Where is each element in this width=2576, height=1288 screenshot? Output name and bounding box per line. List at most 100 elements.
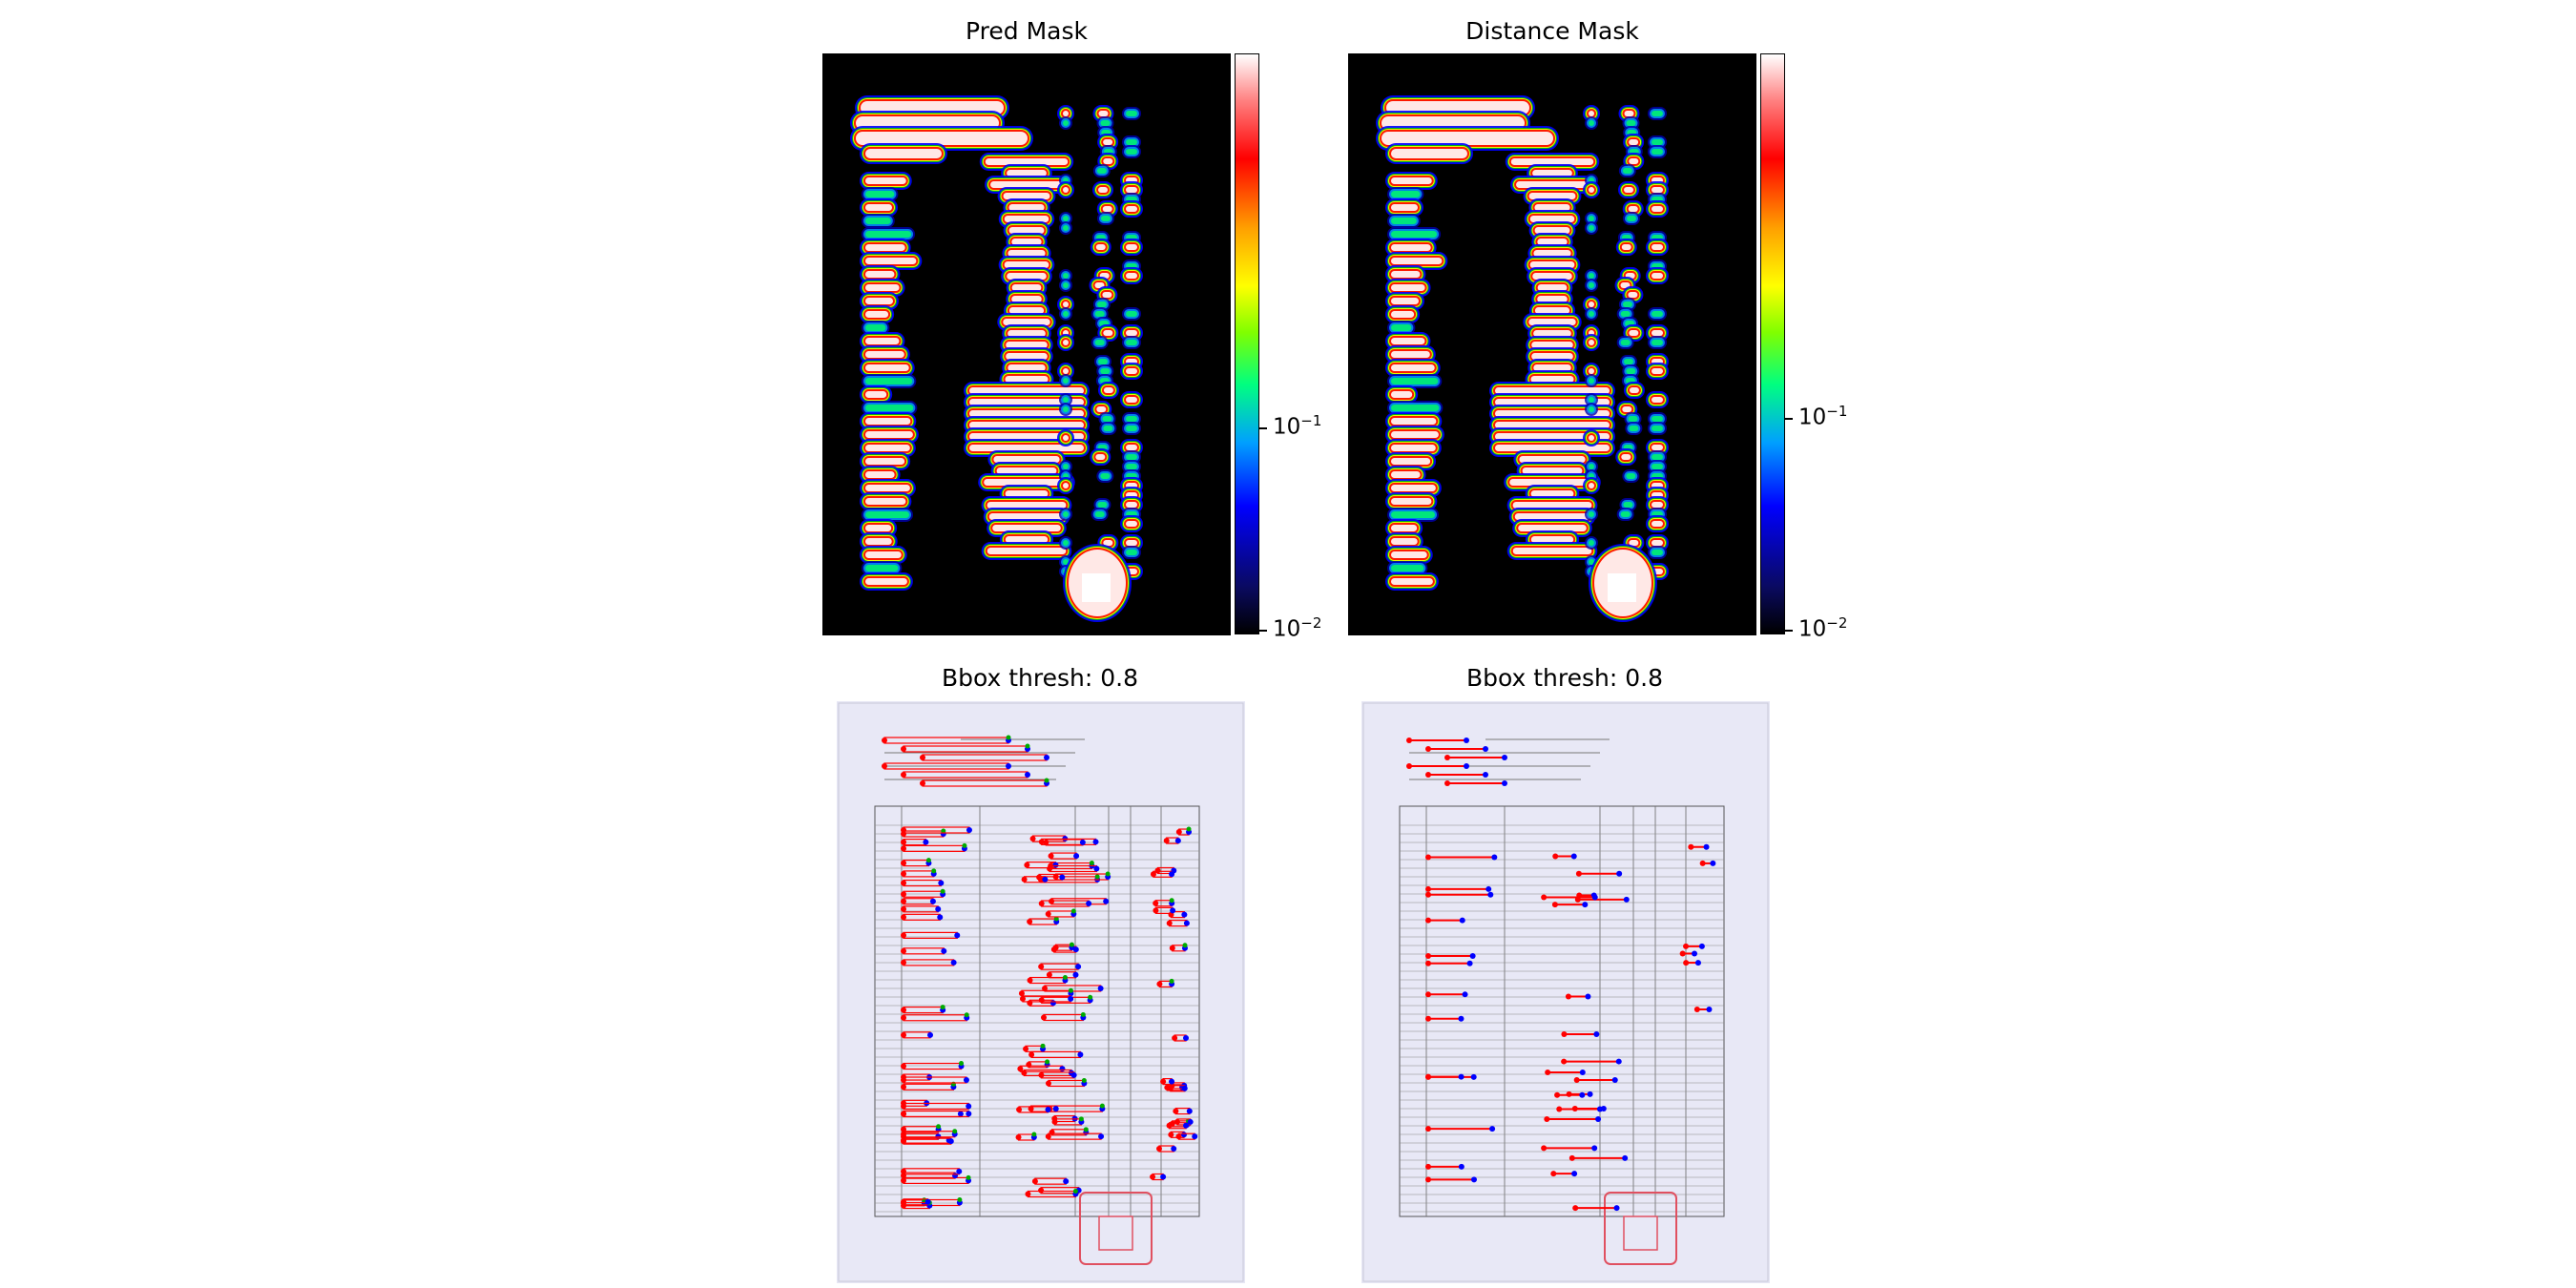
distance-colorbar-tick-label-1: 10−1 — [1798, 403, 1848, 430]
heat-blob — [865, 284, 900, 291]
heat-blob — [1063, 511, 1069, 517]
bbox-corner-red — [1043, 839, 1049, 845]
bbox-corner-blue — [1502, 780, 1507, 786]
bbox-corner-red — [901, 898, 906, 904]
bbox-corner-blue — [1458, 1073, 1465, 1080]
heat-blob — [1533, 364, 1571, 371]
heat-blob — [1011, 284, 1042, 291]
bbox-corner-green — [959, 1061, 965, 1067]
heat-blob — [1628, 206, 1638, 212]
heat-blob — [1589, 187, 1594, 193]
bbox-corner-red — [920, 755, 925, 760]
heat-blob — [1391, 391, 1413, 398]
bbox-corner-green — [1099, 1103, 1105, 1109]
bbox-corner-red — [901, 860, 906, 866]
bbox-corner-red — [1045, 1133, 1051, 1140]
bbox-corner-blue — [1587, 1091, 1593, 1097]
pred-mask-colorbar — [1235, 53, 1259, 634]
bbox-corner-blue — [1045, 1106, 1051, 1112]
heat-blob — [1098, 187, 1109, 193]
bbox-corner-blue — [1591, 1145, 1598, 1152]
bbox-corner-blue — [1585, 993, 1591, 1000]
bbox-corner-red — [1693, 1007, 1700, 1013]
heat-blob — [865, 391, 887, 398]
bbox-corner-blue — [1072, 971, 1079, 978]
heat-blob — [1626, 216, 1636, 221]
heat-blob — [1652, 550, 1663, 555]
bbox-corner-red — [1425, 1176, 1431, 1183]
bbox-corner-blue — [1491, 854, 1498, 861]
heat-blob — [1126, 311, 1137, 317]
bbox-corner-red — [1150, 1174, 1156, 1180]
bbox-corner-red — [1573, 1077, 1580, 1084]
bbox-corner-blue — [1462, 991, 1468, 998]
bbox-corner-red — [1156, 981, 1163, 987]
bbox-corner-green — [1006, 735, 1011, 740]
heat-blob — [1391, 378, 1439, 384]
bbox-corner-blue — [1591, 894, 1598, 901]
bbox-corner-red — [1025, 1191, 1031, 1197]
heat-blob — [1126, 149, 1137, 155]
heat-blob — [1533, 250, 1571, 257]
heat-blob — [1008, 364, 1046, 371]
heat-blob — [1589, 273, 1594, 279]
bbox-corner-blue — [1596, 1106, 1603, 1112]
bbox-corner-blue — [1181, 911, 1188, 918]
bbox-corner-red — [1561, 1031, 1568, 1038]
heat-blob — [865, 498, 906, 505]
bbox-corner-green — [1083, 1127, 1089, 1132]
bbox-corner-green — [940, 1005, 945, 1010]
distance-mask-heatmap — [1348, 53, 1756, 635]
bbox-corner-green — [1088, 994, 1093, 1000]
heat-blob — [865, 231, 912, 238]
heat-blob — [1391, 538, 1418, 545]
heat-blob — [1391, 311, 1415, 318]
heat-blob — [865, 204, 892, 211]
bbox-corner-red — [1173, 1108, 1179, 1114]
heat-blob — [1008, 250, 1046, 257]
heat-blob — [1063, 111, 1069, 116]
bbox-corner-red — [1168, 1132, 1174, 1138]
heat-blob — [1005, 490, 1049, 497]
bbox-corner-blue — [1063, 1178, 1070, 1185]
bbox-corner-red — [1017, 1066, 1024, 1072]
bbox-corner-red — [901, 772, 906, 778]
bbox-corner-green — [962, 842, 967, 848]
heat-blob — [1126, 454, 1137, 460]
bbox-corner-green — [1040, 1043, 1046, 1049]
heat-blob — [1391, 498, 1432, 505]
bbox-corner-red — [1699, 860, 1706, 866]
heat-blob — [1532, 273, 1572, 280]
heat-blob — [1095, 454, 1106, 460]
heat-blob — [1094, 511, 1105, 517]
heat-blob — [1063, 273, 1069, 279]
bbox-corner-blue — [1070, 1071, 1077, 1078]
heat-blob — [1011, 239, 1042, 245]
bbox-corner-blue — [1103, 898, 1110, 904]
heat-blob — [1391, 418, 1437, 425]
heat-blob — [1391, 525, 1418, 531]
heat-blob — [1534, 307, 1570, 314]
heat-blob — [1126, 340, 1137, 345]
heat-blob — [1620, 311, 1631, 317]
bbox-corner-red — [1169, 945, 1175, 951]
heat-blob — [1652, 540, 1663, 546]
bbox-corner-blue — [1458, 1163, 1465, 1170]
bbox-corner-red — [1051, 1118, 1058, 1125]
bbox-corner-red — [901, 845, 906, 852]
heat-blob — [1514, 513, 1590, 520]
bbox-corner-green — [952, 1129, 958, 1134]
bbox-corner-red — [1425, 917, 1431, 924]
bbox-corner-blue — [950, 959, 957, 966]
bbox-corner-green — [1044, 778, 1049, 783]
bbox-document-right — [1361, 701, 1770, 1283]
bbox-corner-red — [1444, 780, 1450, 786]
bbox-corner-red — [1425, 854, 1431, 861]
pred-colorbar-tick-label-2: 10−2 — [1273, 614, 1322, 642]
heat-blob — [1126, 540, 1137, 546]
heat-blob — [1652, 454, 1663, 460]
bbox-corner-red — [1027, 919, 1033, 925]
heat-blob — [1530, 536, 1574, 543]
heat-blob — [1652, 206, 1663, 212]
bbox-corner-blue — [1489, 1126, 1496, 1132]
